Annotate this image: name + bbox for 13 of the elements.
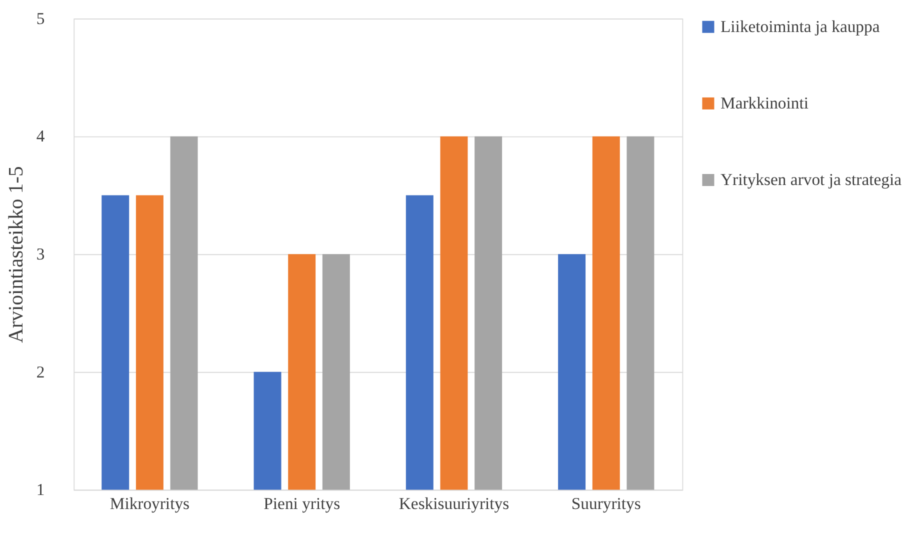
- y-tick-label: 1: [36, 480, 45, 500]
- legend-label: Liiketoiminta ja kauppa: [720, 16, 880, 36]
- x-tick-label: Mikroyritys: [110, 494, 190, 513]
- legend-label: Markkinointi: [720, 93, 809, 112]
- x-tick-label: Pieni yritys: [264, 494, 340, 513]
- y-tick-label: 3: [36, 244, 45, 264]
- y-tick-label: 4: [36, 126, 46, 146]
- x-tick-label: Keskisuuriyritys: [398, 494, 510, 513]
- x-tick-label: Suuryritys: [571, 494, 641, 513]
- y-axis-title: Arviointiasteikko 1-5: [6, 166, 28, 344]
- y-tick-label: 5: [36, 8, 45, 28]
- legend-label: Yrityksen arvot ja strategia: [720, 170, 902, 189]
- y-tick-label: 2: [36, 362, 45, 382]
